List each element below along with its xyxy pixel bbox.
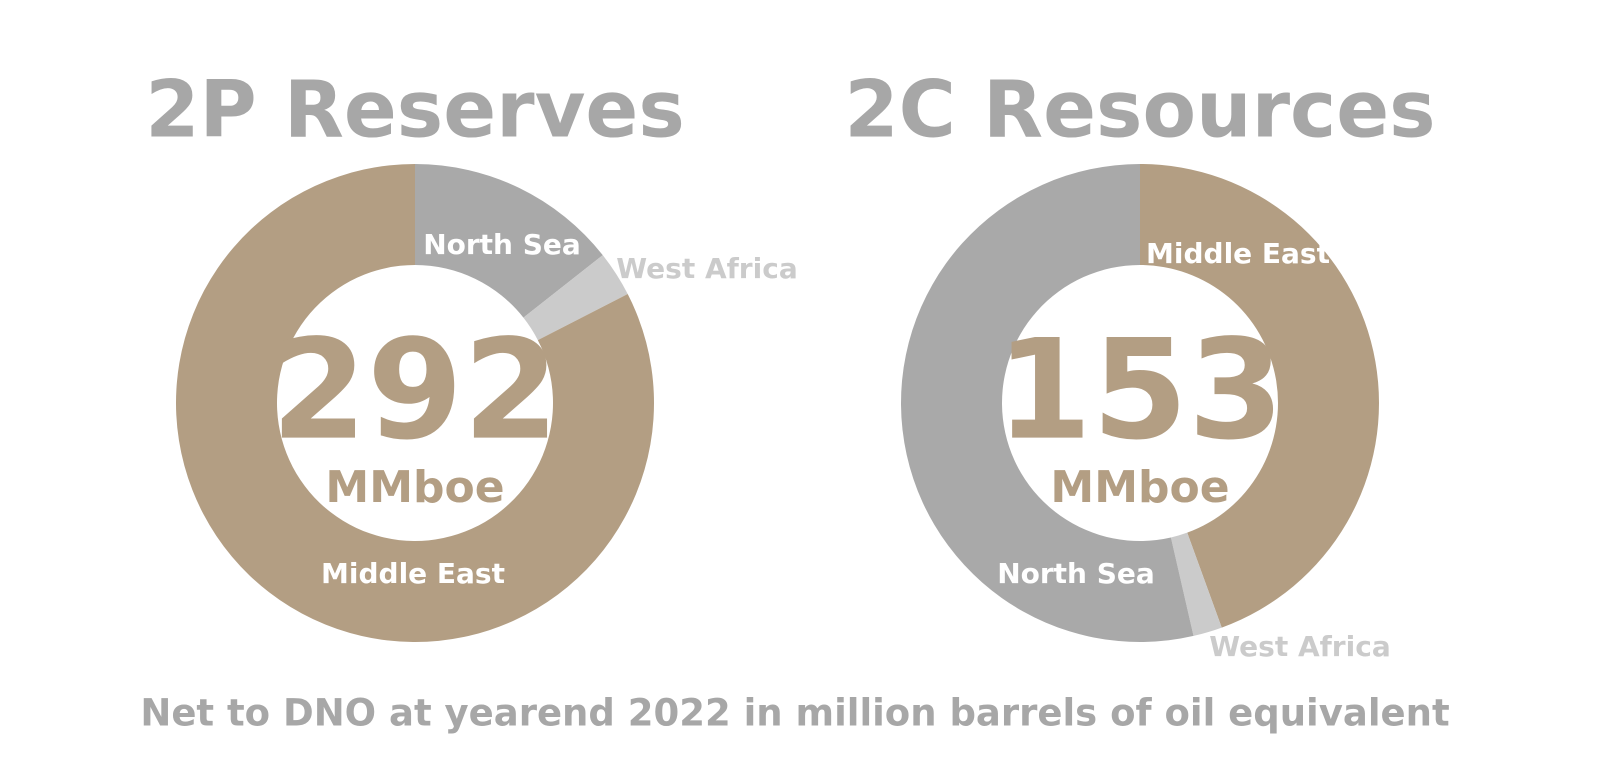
center-unit: MMboe (1050, 462, 1229, 513)
center-unit: MMboe (325, 462, 504, 513)
center-value: 292 (271, 310, 559, 471)
donut-segment (523, 255, 628, 341)
segment-label: West Africa (616, 252, 797, 285)
segment-label: Middle East (1146, 237, 1330, 270)
donut-segment (1170, 532, 1222, 636)
chart-title: 2P Reserves (145, 65, 685, 155)
donut-segment (415, 164, 603, 318)
segment-label: North Sea (997, 557, 1155, 590)
segment-label: West Africa (1209, 630, 1390, 663)
donut-segment (900, 164, 1194, 643)
donut-segment (1140, 164, 1379, 628)
donut-segment (176, 164, 654, 643)
caption: Net to DNO at yearend 2022 in million ba… (140, 692, 1449, 735)
chart-title: 2C Resources (844, 65, 1435, 155)
segment-label: North Sea (423, 228, 581, 261)
center-value: 153 (996, 310, 1284, 471)
segment-label: Middle East (321, 557, 505, 590)
